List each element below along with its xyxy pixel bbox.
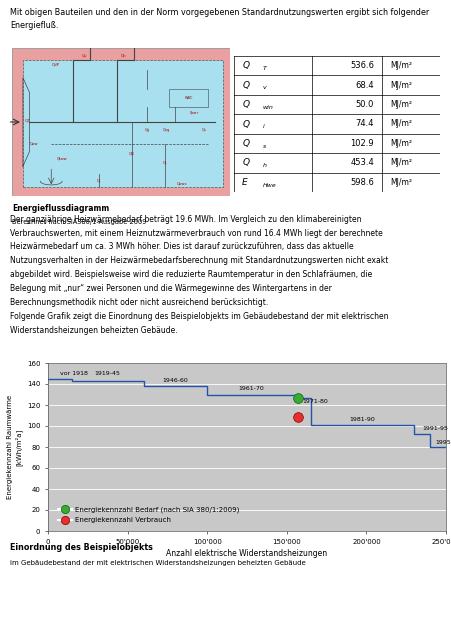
Bar — [23, 60, 223, 187]
Text: QdP: QdP — [51, 63, 60, 67]
Text: Nutzungsverhalten in der Heizwärmebedarfsberechnung mit Standardnutzungswerten n: Nutzungsverhalten in der Heizwärmebedarf… — [10, 257, 387, 266]
Text: Mit obigen Bauteilen und den in der Norm vorgegebenen Standardnutzungswerten erg: Mit obigen Bauteilen und den in der Norm… — [10, 8, 428, 29]
Text: Q: Q — [242, 61, 249, 70]
Legend: Energiekennzahl Bedarf (nach SIA 380/1:2009), Energiekennzahl Verbrauch: Energiekennzahl Bedarf (nach SIA 380/1:2… — [55, 504, 242, 526]
Text: E: E — [242, 178, 248, 187]
Text: Belegung mit „nur“ zwei Personen und die Wärmegewinne des Wintergartens in der: Belegung mit „nur“ zwei Personen und die… — [10, 284, 331, 293]
Text: 1981-90: 1981-90 — [349, 417, 374, 422]
Text: 1991-95: 1991-95 — [421, 426, 447, 431]
Text: 453.4: 453.4 — [350, 158, 373, 167]
Text: QB: QB — [129, 152, 134, 156]
Text: Hwe: Hwe — [262, 182, 276, 188]
Text: Qv: Qv — [81, 54, 87, 58]
Text: MJ/m²: MJ/m² — [390, 81, 412, 90]
Text: MJ/m²: MJ/m² — [390, 158, 412, 167]
Text: 50.0: 50.0 — [355, 100, 373, 109]
Text: 12.05.2009       1960: 12.05.2009 1960 — [377, 628, 442, 634]
Text: Folgende Grafik zeigt die Einordnung des Beispielobjekts im Gebäudebestand der m: Folgende Grafik zeigt die Einordnung des… — [10, 312, 388, 321]
Text: Qh: Qh — [120, 54, 126, 58]
Text: CAS Energieeffizienz 2009, Institut Energie am Bau: CAS Energieeffizienz 2009, Institut Ener… — [9, 628, 169, 634]
Text: MJ/m²: MJ/m² — [390, 61, 412, 70]
X-axis label: Anzahl elektrische Widerstandsheizungen: Anzahl elektrische Widerstandsheizungen — [166, 549, 327, 558]
Text: Qx: Qx — [201, 128, 206, 132]
Text: h: h — [262, 163, 266, 168]
Text: Qkww: Qkww — [57, 156, 67, 160]
Text: 1946-60: 1946-60 — [162, 378, 188, 383]
Text: T: T — [262, 66, 266, 71]
Text: MJ/m²: MJ/m² — [390, 178, 412, 187]
Text: Qg: Qg — [144, 128, 149, 132]
Text: v: v — [262, 85, 266, 90]
Text: Der ganzjährige Heizwärmebedarf beträgt 19.6 MWh. Im Vergleich zu den klimaberei: Der ganzjährige Heizwärmebedarf beträgt … — [10, 214, 361, 223]
Y-axis label: Energiekennzahl Raumwärme
[kWh/m²a]: Energiekennzahl Raumwärme [kWh/m²a] — [6, 395, 23, 499]
Text: 1961-70: 1961-70 — [238, 387, 263, 391]
Text: Widerstandsheizungen beheizten Gebäude.: Widerstandsheizungen beheizten Gebäude. — [10, 326, 177, 335]
Text: MJ/m²: MJ/m² — [390, 120, 412, 129]
Text: s: s — [262, 143, 266, 148]
Text: Energieflussdiagramm: Energieflussdiagramm — [12, 204, 109, 212]
Text: Berechnet nach SIA380/1-Ausgabe 2009: Berechnet nach SIA380/1-Ausgabe 2009 — [12, 219, 146, 225]
Bar — [169, 90, 208, 107]
Text: Q: Q — [242, 81, 249, 90]
Text: Q: Q — [242, 158, 249, 167]
Text: win: win — [262, 105, 273, 110]
Text: 1919-45: 1919-45 — [95, 371, 120, 376]
Text: Einordnung des Beispielobjekts: Einordnung des Beispielobjekts — [10, 543, 152, 552]
Text: Q: Q — [242, 120, 249, 129]
Text: QL: QL — [97, 178, 101, 182]
Text: Qww+: Qww+ — [190, 110, 199, 114]
Text: 102.9: 102.9 — [350, 139, 373, 148]
Text: MJ/m²: MJ/m² — [390, 100, 412, 109]
Text: Berechnungsmethodik nicht oder nicht ausreichend berücksichtigt.: Berechnungsmethodik nicht oder nicht aus… — [10, 298, 267, 307]
Text: Qwwx: Qwwx — [176, 181, 187, 185]
Text: 74.4: 74.4 — [355, 120, 373, 129]
Text: abgebildet wird. Beispielsweise wird die reduzierte Raumtemperatur in den Schlaf: abgebildet wird. Beispielsweise wird die… — [10, 270, 372, 279]
Text: MJ/m²: MJ/m² — [390, 139, 412, 148]
Text: Heizwärmebedarf um ca. 3 MWh höher. Dies ist darauf zurückzuführen, dass das akt: Heizwärmebedarf um ca. 3 MWh höher. Dies… — [10, 243, 353, 252]
Text: Verbrauchswerten, mit einem Heiznutzwärmeverbrauch von rund 16.4 MWh liegt der b: Verbrauchswerten, mit einem Heiznutzwärm… — [10, 228, 382, 237]
Text: i: i — [262, 124, 264, 129]
Text: 68.4: 68.4 — [354, 81, 373, 90]
Text: vor 1918: vor 1918 — [60, 371, 87, 376]
Text: 536.6: 536.6 — [350, 61, 373, 70]
Text: Qt: Qt — [162, 161, 166, 164]
Text: WBC: WBC — [184, 96, 192, 100]
Text: Qng: Qng — [163, 128, 170, 132]
Text: 598.6: 598.6 — [350, 178, 373, 187]
Text: Q: Q — [242, 100, 249, 109]
Text: 1971-80: 1971-80 — [302, 399, 328, 404]
Text: Q: Q — [242, 139, 249, 148]
Text: 1995-00: 1995-00 — [434, 440, 451, 445]
Text: Qww: Qww — [29, 141, 38, 145]
Text: QT: QT — [24, 119, 30, 123]
Text: im Gebäudebestand der mit elektrischen Widerstandsheizungen beheizten Gebäude: im Gebäudebestand der mit elektrischen W… — [10, 561, 305, 566]
